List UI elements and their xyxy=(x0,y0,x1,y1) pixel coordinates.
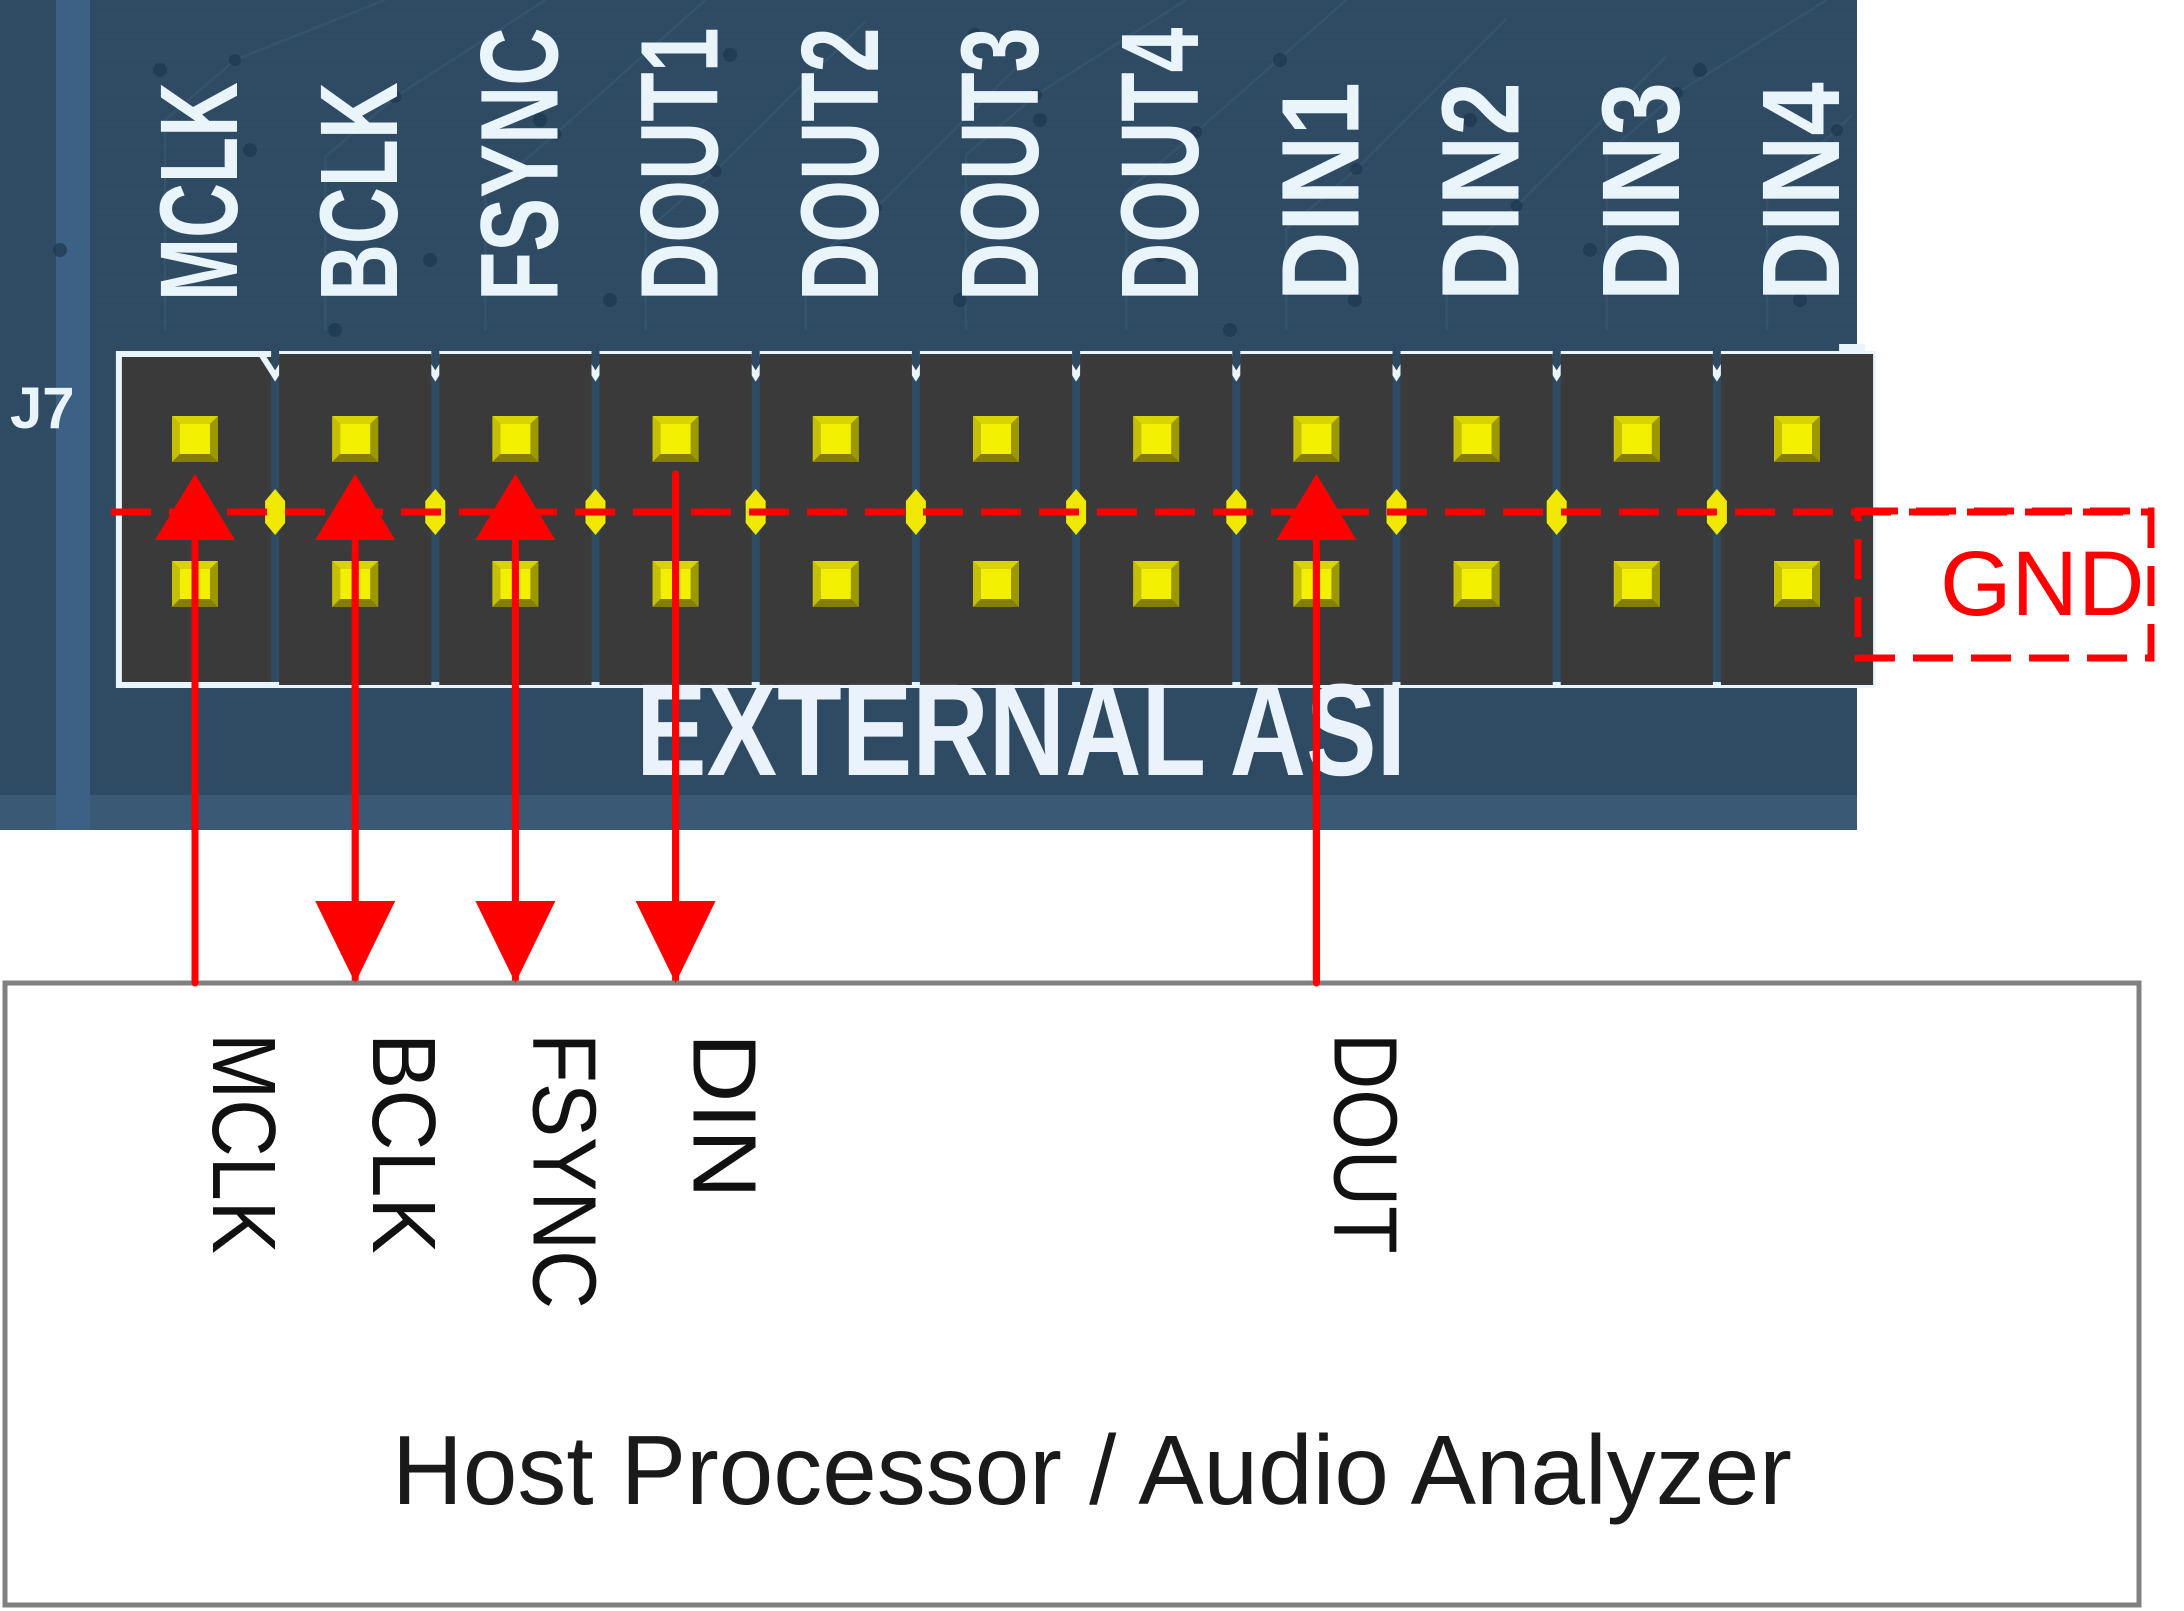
svg-text:FSYNC: FSYNC xyxy=(513,1033,613,1309)
svg-text:DIN1: DIN1 xyxy=(1259,82,1382,301)
svg-text:DOUT3: DOUT3 xyxy=(939,28,1062,302)
svg-text:DOUT4: DOUT4 xyxy=(1099,28,1222,302)
svg-text:DOUT2: DOUT2 xyxy=(779,28,902,302)
svg-text:Host Processor / Audio Analyze: Host Processor / Audio Analyzer xyxy=(392,1415,1792,1525)
svg-text:BCLK: BCLK xyxy=(353,1033,453,1254)
svg-text:FSYNC: FSYNC xyxy=(458,28,581,302)
svg-text:EXTERNAL ASI: EXTERNAL ASI xyxy=(636,656,1406,803)
svg-text:DOUT1: DOUT1 xyxy=(619,28,742,302)
svg-text:DIN: DIN xyxy=(674,1033,774,1199)
svg-text:J7: J7 xyxy=(10,376,75,441)
svg-text:DOUT: DOUT xyxy=(1314,1033,1414,1254)
svg-text:MCLK: MCLK xyxy=(138,82,261,301)
svg-text:GND: GND xyxy=(1940,533,2144,635)
svg-text:DIN3: DIN3 xyxy=(1580,82,1703,301)
svg-text:BCLK: BCLK xyxy=(298,82,421,301)
svg-text:DIN4: DIN4 xyxy=(1740,82,1863,301)
svg-text:MCLK: MCLK xyxy=(193,1033,293,1254)
svg-text:DIN2: DIN2 xyxy=(1420,82,1543,301)
